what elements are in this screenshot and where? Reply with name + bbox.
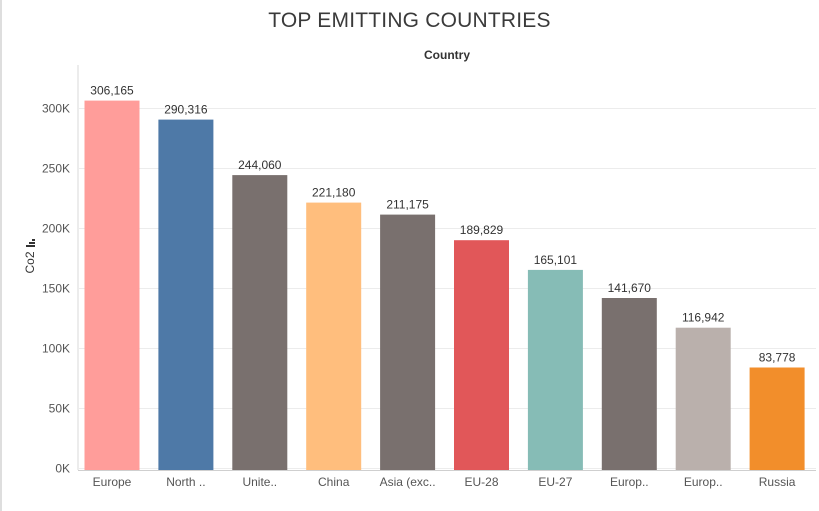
bar[interactable] bbox=[232, 175, 288, 470]
bar[interactable] bbox=[306, 202, 362, 470]
x-tick-label: China bbox=[318, 475, 350, 489]
x-tick-label: Europe bbox=[93, 475, 132, 489]
bar[interactable] bbox=[380, 214, 436, 470]
bar[interactable] bbox=[527, 269, 583, 470]
y-tick-label: 150K bbox=[42, 282, 70, 296]
column-header-label[interactable]: Country bbox=[424, 48, 470, 62]
y-tick-label: 300K bbox=[42, 102, 70, 116]
bar-value-label: 221,180 bbox=[312, 186, 356, 200]
y-tick-label: 250K bbox=[42, 162, 70, 176]
bar[interactable] bbox=[84, 100, 140, 470]
x-tick-label: Europ.. bbox=[610, 475, 649, 489]
bar-value-label: 244,060 bbox=[238, 158, 282, 172]
x-tick-label: Russia bbox=[759, 475, 796, 489]
bar[interactable] bbox=[749, 367, 805, 471]
y-tick-label: 200K bbox=[42, 222, 70, 236]
bar-value-label: 165,101 bbox=[534, 253, 578, 267]
bar[interactable] bbox=[158, 119, 214, 470]
chart-title: TOP EMITTING COUNTRIES bbox=[268, 9, 551, 32]
bar[interactable] bbox=[601, 298, 657, 470]
y-tick-label: 100K bbox=[42, 342, 70, 356]
bar-value-label: 189,829 bbox=[460, 223, 504, 237]
bar-value-label: 306,165 bbox=[90, 84, 134, 98]
x-tick-label: Asia (exc.. bbox=[380, 475, 436, 489]
bar-value-label: 116,942 bbox=[682, 311, 725, 325]
bar-value-label: 141,670 bbox=[608, 281, 652, 295]
x-tick-label: EU-27 bbox=[538, 475, 572, 489]
x-tick-label: EU-28 bbox=[464, 475, 498, 489]
left-divider bbox=[0, 0, 2, 511]
x-tick-label: Europ.. bbox=[684, 475, 723, 489]
bar-value-label: 290,316 bbox=[164, 103, 208, 117]
bar[interactable] bbox=[675, 327, 731, 470]
bar-value-label: 83,778 bbox=[759, 351, 796, 365]
bar-value-label: 211,175 bbox=[386, 198, 429, 212]
x-tick-label: North .. bbox=[166, 475, 205, 489]
y-tick-label: 0K bbox=[55, 462, 70, 476]
x-tick-label: Unite.. bbox=[242, 475, 277, 489]
y-tick-label: 50K bbox=[49, 402, 70, 416]
bar[interactable] bbox=[454, 240, 509, 470]
